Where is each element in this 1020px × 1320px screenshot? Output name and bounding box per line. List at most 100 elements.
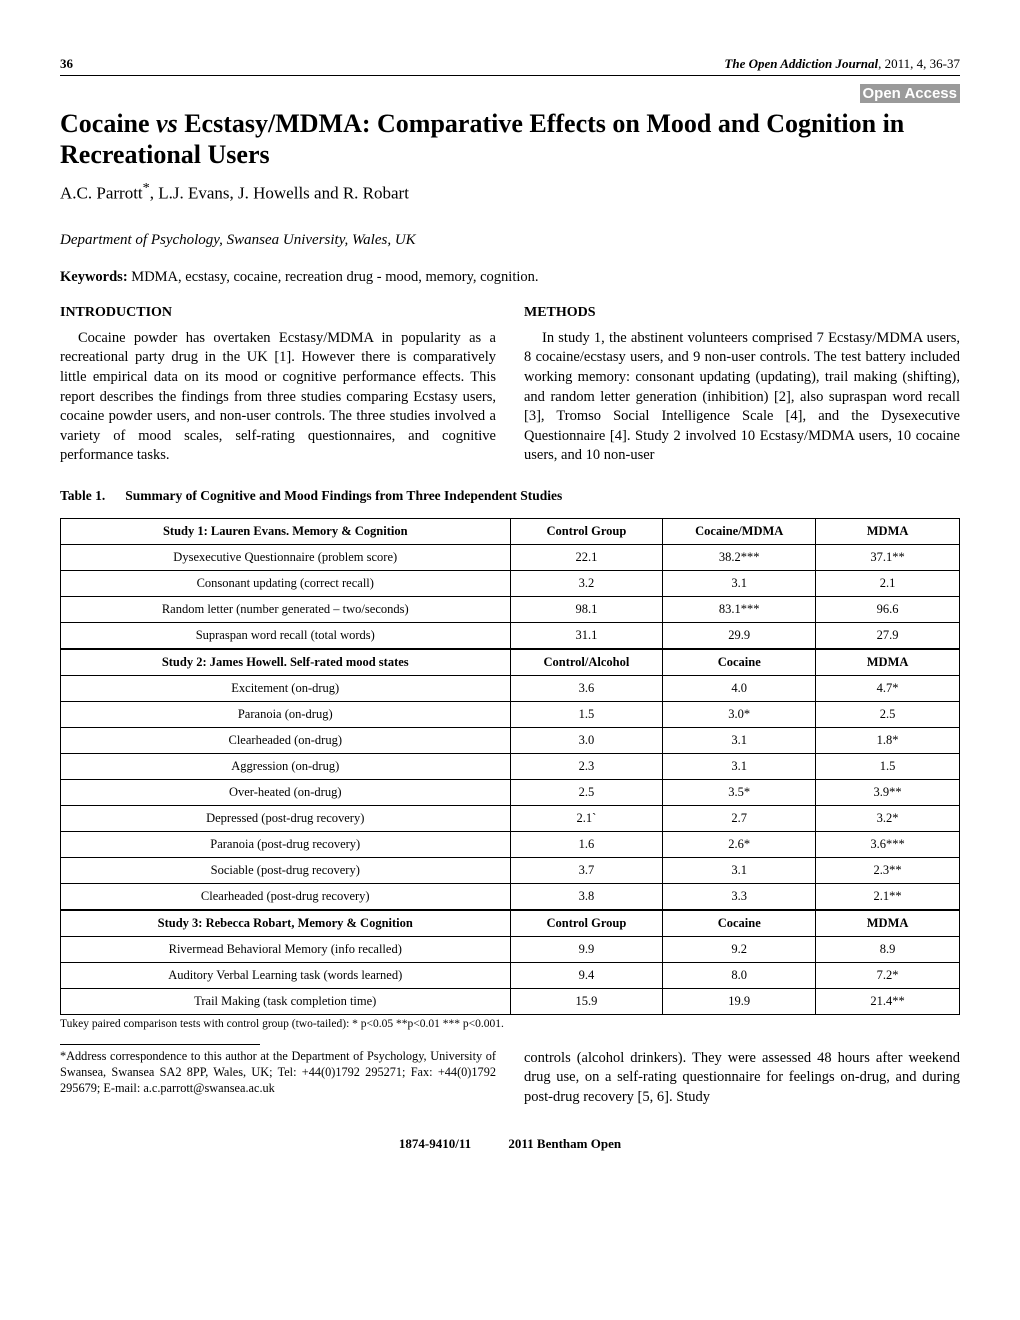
value-cell: 2.1`: [510, 805, 663, 831]
table-row: Depressed (post-drug recovery)2.1`2.73.2…: [61, 805, 960, 831]
column-header: Control/Alcohol: [510, 649, 663, 676]
value-cell: 3.5*: [663, 779, 816, 805]
table-row: Consonant updating (correct recall)3.23.…: [61, 570, 960, 596]
table-row: Random letter (number generated – two/se…: [61, 596, 960, 622]
intro-paragraph: Cocaine powder has overtaken Ecstasy/MDM…: [60, 329, 496, 466]
value-cell: 3.1: [663, 570, 816, 596]
value-cell: 3.7: [510, 857, 663, 883]
value-cell: 8.9: [816, 936, 960, 962]
value-cell: 3.6***: [816, 831, 960, 857]
value-cell: 38.2***: [663, 544, 816, 570]
value-cell: 1.5: [816, 753, 960, 779]
correspondence-note: *Address correspondence to this author a…: [60, 1049, 496, 1108]
value-cell: 3.1: [663, 727, 816, 753]
keywords-text: MDMA, ecstasy, cocaine, recreation drug …: [128, 269, 539, 285]
measure-label: Paranoia (on-drug): [61, 701, 511, 727]
value-cell: 3.1: [663, 753, 816, 779]
measure-label: Dysexecutive Questionnaire (problem scor…: [61, 544, 511, 570]
measure-label: Trail Making (task completion time): [61, 988, 511, 1014]
value-cell: 31.1: [510, 622, 663, 649]
measure-label: Clearheaded (post-drug recovery): [61, 883, 511, 910]
article-title: Cocaine vs Ecstasy/MDMA: Comparative Eff…: [60, 109, 960, 170]
keywords-label: Keywords:: [60, 269, 128, 285]
section-header: Study 2: James Howell. Self-rated mood s…: [61, 649, 511, 676]
page-number: 36: [60, 56, 73, 72]
table-row: Rivermead Behavioral Memory (info recall…: [61, 936, 960, 962]
page-footer: 1874-9410/11 2011 Bentham Open: [60, 1136, 960, 1152]
value-cell: 19.9: [663, 988, 816, 1014]
authors: A.C. Parrott*, L.J. Evans, J. Howells an…: [60, 180, 960, 204]
journal-citation: , 2011, 4, 36-37: [878, 56, 960, 71]
column-header: MDMA: [816, 910, 960, 937]
value-cell: 9.4: [510, 962, 663, 988]
running-header: 36 The Open Addiction Journal, 2011, 4, …: [60, 56, 960, 76]
value-cell: 1.5: [510, 701, 663, 727]
measure-label: Sociable (post-drug recovery): [61, 857, 511, 883]
value-cell: 15.9: [510, 988, 663, 1014]
measure-label: Clearheaded (on-drug): [61, 727, 511, 753]
column-header: Cocaine: [663, 910, 816, 937]
value-cell: 2.6*: [663, 831, 816, 857]
value-cell: 2.5: [816, 701, 960, 727]
value-cell: 29.9: [663, 622, 816, 649]
value-cell: 37.1**: [816, 544, 960, 570]
methods-paragraph: In study 1, the abstinent volunteers com…: [524, 329, 960, 466]
affiliation: Department of Psychology, Swansea Univer…: [60, 232, 960, 249]
methods-heading: METHODS: [524, 304, 960, 323]
table-row: Supraspan word recall (total words)31.12…: [61, 622, 960, 649]
results-table: Study 1: Lauren Evans. Memory & Cognitio…: [60, 518, 960, 1015]
value-cell: 2.3: [510, 753, 663, 779]
measure-label: Over-heated (on-drug): [61, 779, 511, 805]
value-cell: 3.9**: [816, 779, 960, 805]
measure-label: Consonant updating (correct recall): [61, 570, 511, 596]
title-pre: Cocaine: [60, 109, 156, 138]
value-cell: 2.7: [663, 805, 816, 831]
value-cell: 2.1**: [816, 883, 960, 910]
table-row: Paranoia (post-drug recovery)1.62.6*3.6*…: [61, 831, 960, 857]
value-cell: 96.6: [816, 596, 960, 622]
measure-label: Depressed (post-drug recovery): [61, 805, 511, 831]
table-row: Excitement (on-drug)3.64.04.7*: [61, 675, 960, 701]
title-vs: vs: [156, 109, 178, 138]
table-row: Sociable (post-drug recovery)3.73.12.3**: [61, 857, 960, 883]
title-post: Ecstasy/MDMA: Comparative Effects on Moo…: [60, 109, 904, 169]
footnote-separator: [60, 1044, 260, 1045]
intro-heading: INTRODUCTION: [60, 304, 496, 323]
measure-label: Rivermead Behavioral Memory (info recall…: [61, 936, 511, 962]
value-cell: 21.4**: [816, 988, 960, 1014]
value-cell: 3.6: [510, 675, 663, 701]
column-header: MDMA: [816, 518, 960, 544]
table-row: Aggression (on-drug)2.33.11.5: [61, 753, 960, 779]
value-cell: 3.0: [510, 727, 663, 753]
measure-label: Auditory Verbal Learning task (words lea…: [61, 962, 511, 988]
table-title: Summary of Cognitive and Mood Findings f…: [125, 488, 562, 503]
column-header: Cocaine: [663, 649, 816, 676]
value-cell: 3.2: [510, 570, 663, 596]
journal-name: The Open Addiction Journal: [724, 56, 878, 71]
table-row: Trail Making (task completion time)15.91…: [61, 988, 960, 1014]
value-cell: 1.6: [510, 831, 663, 857]
table-row: Dysexecutive Questionnaire (problem scor…: [61, 544, 960, 570]
measure-label: Paranoia (post-drug recovery): [61, 831, 511, 857]
methods-continuation: controls (alcohol drinkers). They were a…: [524, 1049, 960, 1108]
value-cell: 98.1: [510, 596, 663, 622]
column-header: Control Group: [510, 518, 663, 544]
right-column: METHODS In study 1, the abstinent volunt…: [524, 304, 960, 466]
section-header: Study 1: Lauren Evans. Memory & Cognitio…: [61, 518, 511, 544]
table-footnote: Tukey paired comparison tests with contr…: [60, 1018, 960, 1030]
table-row: Auditory Verbal Learning task (words lea…: [61, 962, 960, 988]
measure-label: Random letter (number generated – two/se…: [61, 596, 511, 622]
table-caption: Table 1. Summary of Cognitive and Mood Fi…: [60, 488, 960, 504]
lower-columns: *Address correspondence to this author a…: [60, 1049, 960, 1108]
column-header: MDMA: [816, 649, 960, 676]
value-cell: 4.7*: [816, 675, 960, 701]
value-cell: 3.2*: [816, 805, 960, 831]
value-cell: 3.0*: [663, 701, 816, 727]
column-header: Cocaine/MDMA: [663, 518, 816, 544]
table-number: Table 1.: [60, 488, 105, 503]
open-access-badge: Open Access: [860, 84, 961, 103]
measure-label: Supraspan word recall (total words): [61, 622, 511, 649]
value-cell: 27.9: [816, 622, 960, 649]
value-cell: 3.1: [663, 857, 816, 883]
value-cell: 3.8: [510, 883, 663, 910]
